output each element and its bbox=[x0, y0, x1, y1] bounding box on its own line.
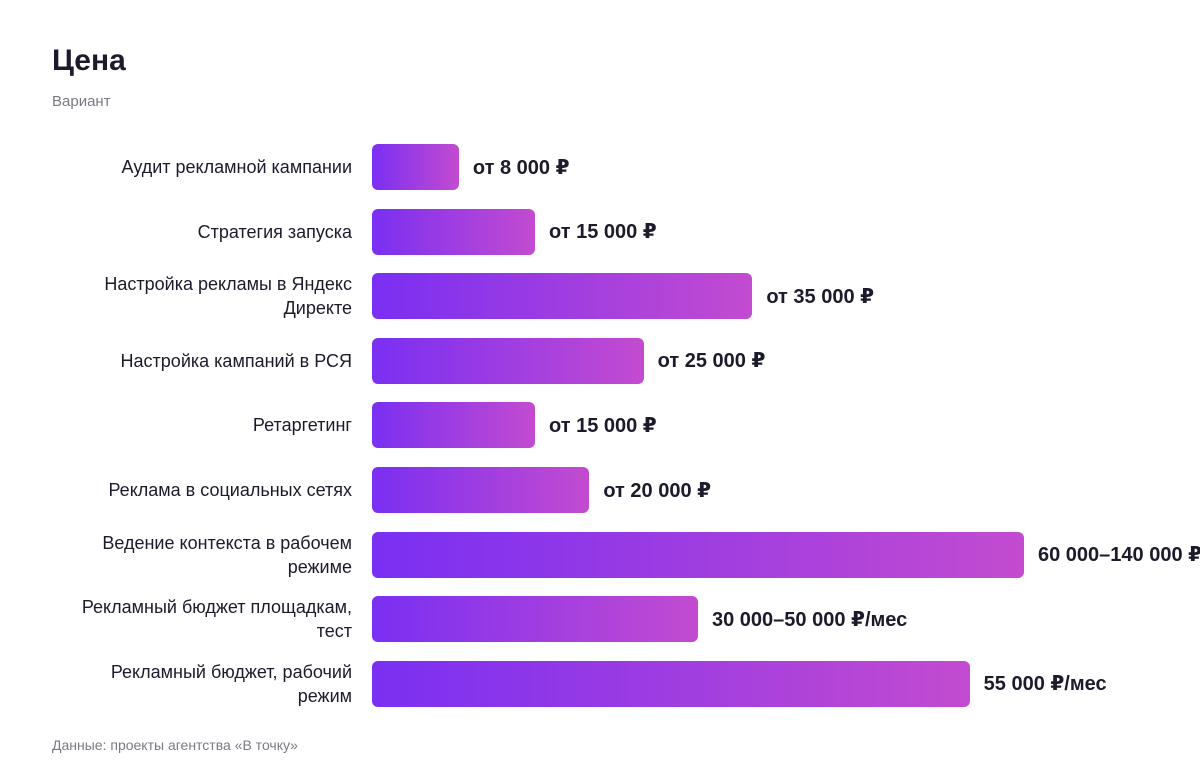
chart-title: Цена bbox=[52, 44, 126, 77]
bar-row: Настройка рекламы в Яндекс Директе от 35 … bbox=[62, 273, 875, 320]
category-label: Ретаргетинг bbox=[252, 415, 352, 436]
category-label: Ведение контекста в рабочем режиме bbox=[102, 532, 352, 577]
bar bbox=[372, 337, 644, 384]
category-label: Аудит рекламной кампании bbox=[121, 157, 352, 177]
bar bbox=[372, 273, 753, 320]
bar bbox=[372, 467, 590, 513]
bar-row: Реклама в социальных сетях от 20 000 ₽ bbox=[62, 467, 711, 513]
value-label: от 20 000 ₽ bbox=[603, 479, 712, 502]
source-note: Данные: проекты агентства «В точку» bbox=[52, 737, 298, 753]
bar bbox=[372, 208, 535, 255]
value-label: 55 000 ₽/мес bbox=[983, 673, 1107, 696]
category-label: Настройка рекламы в Яндекс Директе bbox=[104, 274, 352, 319]
chart-subtitle: Вариант bbox=[52, 93, 111, 110]
bar-row: Ведение контекста в рабочем режиме 60 000… bbox=[62, 531, 1200, 578]
bar bbox=[372, 596, 698, 643]
category-label: Настройка кампаний в РСЯ bbox=[120, 350, 352, 371]
bar-row: Стратегия запуска от 15 000 ₽ bbox=[62, 208, 657, 255]
bar-row: Рекламный бюджет площадкам, тест 30 000–5… bbox=[62, 596, 908, 643]
category-label: Реклама в социальных сетях bbox=[108, 480, 352, 500]
bar bbox=[372, 531, 1024, 578]
bar bbox=[372, 144, 459, 190]
value-label: 30 000–50 000 ₽/мес bbox=[712, 608, 908, 631]
category-label: Стратегия запуска bbox=[197, 221, 352, 242]
value-label: от 8 000 ₽ bbox=[472, 156, 570, 179]
value-label: от 35 000 ₽ bbox=[766, 285, 875, 308]
bar bbox=[372, 660, 970, 707]
bar-row: Настройка кампаний в РСЯ от 25 000 ₽ bbox=[62, 337, 766, 384]
category-label: Рекламный бюджет, рабочий режим bbox=[110, 661, 352, 706]
value-label: 60 000–140 000 ₽ bbox=[1038, 544, 1200, 567]
value-label: от 15 000 ₽ bbox=[549, 414, 657, 437]
value-label: от 15 000 ₽ bbox=[549, 221, 657, 244]
bar-row: Ретаргетинг от 15 000 ₽ bbox=[62, 402, 657, 449]
value-label: от 25 000 ₽ bbox=[657, 350, 766, 373]
bar bbox=[372, 402, 535, 449]
category-label: Рекламный бюджет площадкам, тест bbox=[81, 597, 352, 642]
bar-row: Рекламный бюджет, рабочий режим 55 000 ₽/… bbox=[62, 660, 1107, 707]
bar-row: Аудит рекламной кампании от 8 000 ₽ bbox=[62, 144, 570, 190]
